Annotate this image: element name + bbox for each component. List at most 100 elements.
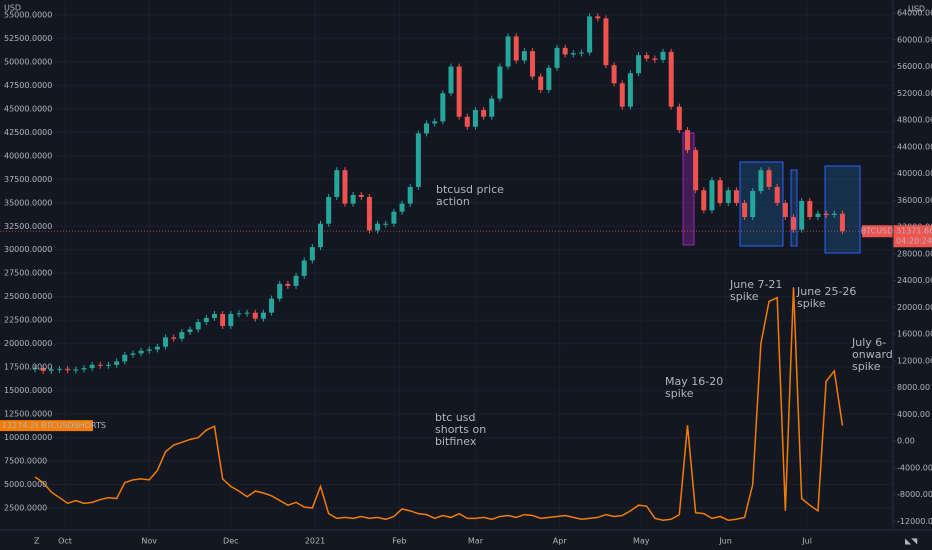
candle — [489, 98, 495, 117]
candle — [130, 353, 136, 355]
candle — [285, 283, 291, 286]
candle — [293, 275, 299, 286]
y-tick-label: 20000.0000 — [4, 339, 52, 348]
y-tick-label: 40000.0000 — [4, 151, 52, 160]
candle — [603, 18, 609, 66]
candle — [448, 66, 454, 94]
candle — [114, 361, 120, 365]
annotation: spike — [797, 297, 826, 310]
y-tick-label: 10000.0000 — [4, 433, 52, 442]
candle — [546, 67, 552, 90]
candle — [440, 93, 446, 122]
x-tick-label: Jul — [801, 537, 812, 546]
candle — [562, 47, 568, 55]
x-tick-label: Jun — [718, 537, 732, 546]
candle — [627, 73, 633, 107]
y-tick-label: 35000.0000 — [4, 198, 52, 207]
candle — [717, 180, 723, 203]
candle — [497, 66, 503, 99]
candle — [660, 51, 666, 60]
last-value-box — [0, 420, 38, 432]
candle — [791, 217, 797, 230]
annotation: spike — [730, 290, 759, 303]
x-tick-label: Dec — [223, 537, 238, 546]
candle — [203, 318, 209, 323]
y-tick-label: 25000.0000 — [4, 292, 52, 301]
candle — [236, 313, 242, 315]
candle — [742, 202, 748, 218]
candle — [782, 202, 788, 218]
x-tick-label: Feb — [392, 537, 406, 546]
candle — [350, 194, 356, 204]
candle — [619, 83, 625, 107]
series-name: BTCUSD — [861, 227, 894, 236]
candle — [334, 170, 340, 197]
candle — [693, 150, 699, 191]
y-tick-label: 47500.0000 — [4, 81, 52, 90]
candle — [521, 51, 527, 61]
annotation: June 25-26 — [796, 285, 856, 298]
series-name: BTCUSDSHORTS — [41, 421, 106, 430]
y-tick-label: 15000.0000 — [4, 386, 52, 395]
candle — [701, 190, 707, 211]
y2-tick-label: 8000.00 — [897, 383, 930, 392]
candle — [81, 368, 87, 370]
annotation: spike — [665, 387, 694, 400]
y-tick-label: 32500.0000 — [4, 222, 52, 231]
candle — [530, 51, 536, 77]
candle — [766, 170, 772, 187]
y-tick-label: 7500.0000 — [4, 457, 47, 466]
candle — [391, 211, 397, 224]
candle — [57, 368, 63, 370]
y2-tick-label: 40000.00 — [897, 169, 932, 178]
candle — [252, 312, 258, 319]
y-tick-label: 30000.0000 — [4, 245, 52, 254]
annotation: July 6- — [851, 336, 886, 349]
candle — [195, 322, 201, 330]
candle — [684, 130, 690, 151]
candle — [815, 213, 821, 218]
candle — [774, 186, 780, 203]
candle — [375, 223, 381, 231]
candle — [538, 76, 544, 90]
marks — [0, 13, 893, 522]
y2-tick-label: 48000.00 — [897, 116, 932, 125]
candle — [171, 337, 177, 339]
candle — [97, 364, 103, 366]
candle — [366, 196, 372, 231]
y2-tick-label: 52000.00 — [897, 89, 932, 98]
y-tick-label: 52500.0000 — [4, 34, 52, 43]
y-tick-label: 12500.0000 — [4, 410, 52, 419]
annotation: spike — [852, 360, 881, 373]
y2-tick-label: 44000.00 — [897, 142, 932, 151]
y-tick-label: 45000.0000 — [4, 104, 52, 113]
y2-tick-label: 0.00 — [897, 437, 915, 446]
candle — [709, 180, 715, 211]
candle — [40, 368, 46, 371]
candle — [424, 123, 430, 134]
candle — [220, 313, 226, 327]
candle — [105, 364, 111, 366]
right-unit: USD — [908, 5, 925, 14]
last-price-box — [893, 225, 932, 248]
highlight-box — [790, 169, 798, 247]
candle — [839, 213, 845, 232]
last-price: 31371.66 — [896, 227, 932, 236]
y2-tick-label: 16000.00 — [897, 330, 932, 339]
y2-tick-label: 4000.00 — [897, 410, 930, 419]
y2-tick-label: 36000.00 — [897, 196, 932, 205]
annotation: shorts on — [435, 423, 486, 436]
annotation: action — [436, 195, 470, 208]
annotation: onward — [852, 348, 893, 361]
candle — [122, 354, 128, 362]
y2-tick-label: 64000.00 — [897, 9, 932, 18]
candle — [407, 186, 413, 204]
candle — [326, 196, 332, 224]
candle — [587, 16, 593, 53]
y-tick-label: 5000.0000 — [4, 480, 47, 489]
candle — [89, 364, 95, 369]
y-tick-label: 50000.0000 — [4, 57, 52, 66]
candle — [277, 283, 283, 299]
candle — [415, 133, 421, 187]
